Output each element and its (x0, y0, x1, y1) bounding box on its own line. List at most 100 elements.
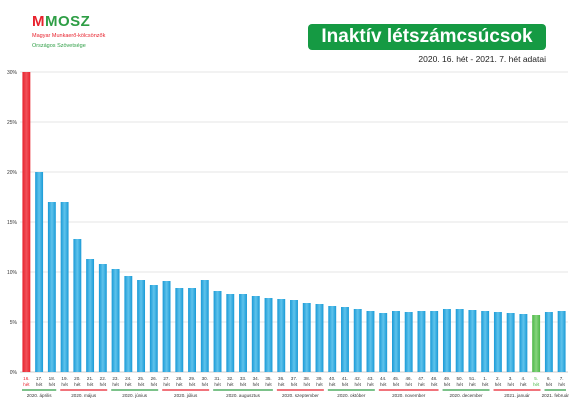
bar (328, 306, 337, 372)
x-tick-label: 18. (49, 376, 55, 381)
x-tick-label: 44. (380, 376, 386, 381)
x-tick-label: 3. (509, 376, 513, 381)
x-tick-sublabel: hét (240, 382, 247, 387)
bar (264, 298, 273, 372)
x-tick-label: 27. (163, 376, 169, 381)
bar (315, 304, 324, 372)
x-tick-sublabel: hét (278, 382, 285, 387)
x-tick-sublabel: hét (507, 382, 514, 387)
x-tick-sublabel: hét (163, 382, 170, 387)
x-tick-sublabel: hét (558, 382, 565, 387)
x-tick-sublabel: hét (125, 382, 132, 387)
x-tick-label: 40. (329, 376, 335, 381)
bar (506, 313, 515, 372)
bar (137, 280, 146, 372)
x-tick-label: 16. (23, 376, 29, 381)
logo-wordmark-rest: MOSZ (45, 13, 91, 30)
x-tick-label: 51. (469, 376, 475, 381)
x-tick-label: 23. (112, 376, 118, 381)
y-tick-label: 15% (7, 220, 18, 226)
bar (379, 313, 388, 372)
x-tick-label: 47. (418, 376, 424, 381)
bar (468, 310, 477, 372)
x-tick-sublabel: hét (482, 382, 489, 387)
bar (455, 309, 464, 372)
month-label: 2020. június (122, 393, 147, 398)
x-tick-label: 33. (240, 376, 246, 381)
x-tick-label: 19. (61, 376, 67, 381)
bar (544, 312, 553, 372)
month-label: 2021. január (504, 393, 530, 398)
x-tick-sublabel: hét (74, 382, 81, 387)
brand-logo: MMOSZ Magyar Munkaerő-kölcsönzők Országo… (32, 14, 105, 50)
x-tick-label: 30. (202, 376, 208, 381)
x-tick-sublabel: hét (444, 382, 451, 387)
bar (481, 311, 490, 372)
x-tick-sublabel: hét (520, 382, 527, 387)
month-label: 2020. október (337, 393, 366, 398)
x-tick-label: 6. (547, 376, 551, 381)
x-tick-sublabel: hét (138, 382, 145, 387)
x-tick-sublabel: hét (49, 382, 56, 387)
month-label: 2020. május (71, 393, 97, 398)
bar (519, 314, 528, 372)
x-tick-label: 28. (176, 376, 182, 381)
x-tick-label: 25. (138, 376, 144, 381)
month-label: 2020. július (174, 393, 198, 398)
x-tick-sublabel: hét (304, 382, 311, 387)
x-tick-label: 22. (100, 376, 106, 381)
chart-subtitle: 2020. 16. hét - 2021. 7. hét adatai (418, 54, 546, 64)
x-tick-label: 43. (367, 376, 373, 381)
x-tick-sublabel: hét (418, 382, 425, 387)
bar (98, 264, 107, 372)
x-tick-label: 39. (316, 376, 322, 381)
x-tick-sublabel: hét (227, 382, 234, 387)
x-tick-sublabel: hét (61, 382, 68, 387)
x-tick-sublabel: hét (189, 382, 196, 387)
y-tick-label: 20% (7, 170, 18, 176)
x-tick-label: 21. (87, 376, 93, 381)
bar (417, 311, 426, 372)
bar (353, 309, 362, 372)
x-tick-sublabel: hét (431, 382, 438, 387)
x-tick-label: 50. (456, 376, 462, 381)
x-tick-sublabel: hét (546, 382, 553, 387)
x-tick-sublabel: hét (100, 382, 107, 387)
x-tick-label: 36. (278, 376, 284, 381)
x-tick-label: 5. (534, 376, 538, 381)
y-tick-label: 5% (10, 320, 18, 326)
bar (442, 309, 451, 372)
month-label: 2020. április (27, 393, 52, 398)
y-tick-label: 10% (7, 270, 18, 276)
logo-wordmark: MMOSZ (32, 14, 105, 30)
x-tick-label: 42. (355, 376, 361, 381)
bar (404, 312, 413, 372)
x-tick-sublabel: hét (112, 382, 119, 387)
bar (200, 280, 209, 372)
x-tick-label: 7. (560, 376, 564, 381)
chart-title: Inaktív létszámcsúcsok (308, 24, 546, 50)
bar (188, 288, 196, 372)
bar (493, 312, 502, 372)
x-tick-label: 41. (342, 376, 348, 381)
x-tick-sublabel: hét (253, 382, 260, 387)
month-label: 2020. augusztus (226, 393, 260, 398)
bar (366, 311, 375, 372)
bar (175, 288, 184, 372)
y-tick-label: 25% (7, 120, 18, 126)
x-tick-sublabel: hét (36, 382, 43, 387)
x-tick-sublabel: hét (265, 382, 272, 387)
x-tick-label: 48. (431, 376, 437, 381)
x-tick-sublabel: hét (202, 382, 209, 387)
x-tick-sublabel: hét (393, 382, 400, 387)
bar (277, 299, 286, 372)
x-tick-label: 35. (265, 376, 271, 381)
bar (430, 311, 439, 372)
x-tick-label: 46. (406, 376, 412, 381)
x-tick-sublabel: hét (456, 382, 463, 387)
x-tick-label: 2. (496, 376, 500, 381)
x-tick-label: 4. (521, 376, 525, 381)
y-tick-label: 30% (7, 70, 18, 76)
x-tick-label: 38. (304, 376, 310, 381)
x-tick-label: 31. (214, 376, 220, 381)
